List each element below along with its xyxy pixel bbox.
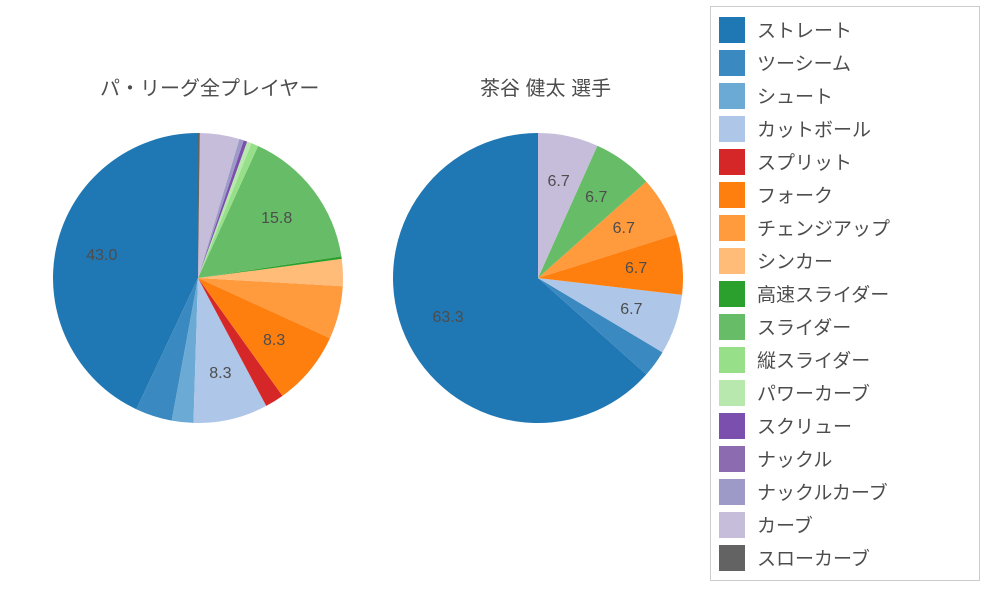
legend-label: スプリット — [757, 148, 852, 175]
legend-label: ストレート — [757, 16, 852, 43]
legend-label: フォーク — [757, 181, 833, 208]
slice-value-label: 6.7 — [625, 260, 647, 278]
legend-item: 高速スライダー — [719, 277, 971, 310]
legend-swatch — [719, 215, 745, 241]
legend-item: ナックルカーブ — [719, 475, 971, 508]
chart-container: { "background_color": "#ffffff", "text_c… — [0, 0, 1000, 600]
legend-item: カーブ — [719, 508, 971, 541]
legend-swatch — [719, 116, 745, 142]
legend-label: パワーカーブ — [757, 379, 870, 406]
legend-swatch — [719, 413, 745, 439]
legend-label: シンカー — [757, 247, 833, 274]
slice-value-label: 6.7 — [620, 301, 642, 319]
slice-value-label: 43.0 — [86, 247, 117, 265]
legend-item: フォーク — [719, 178, 971, 211]
legend-item: ナックル — [719, 442, 971, 475]
legend-label: スローカーブ — [757, 544, 870, 571]
slice-value-label: 6.7 — [613, 220, 635, 238]
legend-swatch — [719, 50, 745, 76]
legend-item: カットボール — [719, 112, 971, 145]
pie-chart-left — [53, 133, 343, 423]
slice-value-label: 63.3 — [432, 309, 463, 327]
legend-label: ナックル — [757, 445, 832, 472]
slice-value-label: 8.3 — [263, 332, 285, 350]
legend-swatch — [719, 479, 745, 505]
legend-swatch — [719, 17, 745, 43]
legend-item: スライダー — [719, 310, 971, 343]
legend-swatch — [719, 446, 745, 472]
legend-label: カーブ — [757, 511, 813, 538]
legend-swatch — [719, 314, 745, 340]
legend-swatch — [719, 248, 745, 274]
legend-label: カットボール — [757, 115, 871, 142]
legend-swatch — [719, 347, 745, 373]
pie-chart-right — [393, 133, 683, 423]
legend-item: スプリット — [719, 145, 971, 178]
legend-swatch — [719, 83, 745, 109]
legend-label: ナックルカーブ — [757, 478, 888, 505]
chart-left-title: パ・リーグ全プレイヤー — [100, 72, 319, 101]
legend-label: スクリュー — [757, 412, 852, 439]
legend: ストレートツーシームシュートカットボールスプリットフォークチェンジアップシンカー… — [710, 6, 980, 581]
slice-value-label: 6.7 — [585, 189, 607, 207]
legend-label: 高速スライダー — [757, 280, 889, 307]
legend-item: シュート — [719, 79, 971, 112]
legend-label: スライダー — [757, 313, 851, 340]
legend-item: ストレート — [719, 13, 971, 46]
legend-item: チェンジアップ — [719, 211, 971, 244]
legend-swatch — [719, 545, 745, 571]
slice-value-label: 8.3 — [209, 365, 231, 383]
legend-swatch — [719, 512, 745, 538]
legend-label: チェンジアップ — [757, 214, 890, 241]
slice-value-label: 6.7 — [548, 173, 570, 191]
legend-item: スクリュー — [719, 409, 971, 442]
legend-item: 縦スライダー — [719, 343, 971, 376]
legend-swatch — [719, 281, 745, 307]
legend-swatch — [719, 380, 745, 406]
legend-item: スローカーブ — [719, 541, 971, 574]
legend-label: 縦スライダー — [757, 346, 870, 373]
chart-right-title: 茶谷 健太 選手 — [480, 72, 611, 101]
legend-item: パワーカーブ — [719, 376, 971, 409]
legend-swatch — [719, 149, 745, 175]
legend-swatch — [719, 182, 745, 208]
legend-item: シンカー — [719, 244, 971, 277]
legend-item: ツーシーム — [719, 46, 971, 79]
legend-label: ツーシーム — [757, 49, 851, 76]
legend-label: シュート — [757, 82, 833, 109]
slice-value-label: 15.8 — [261, 210, 292, 228]
